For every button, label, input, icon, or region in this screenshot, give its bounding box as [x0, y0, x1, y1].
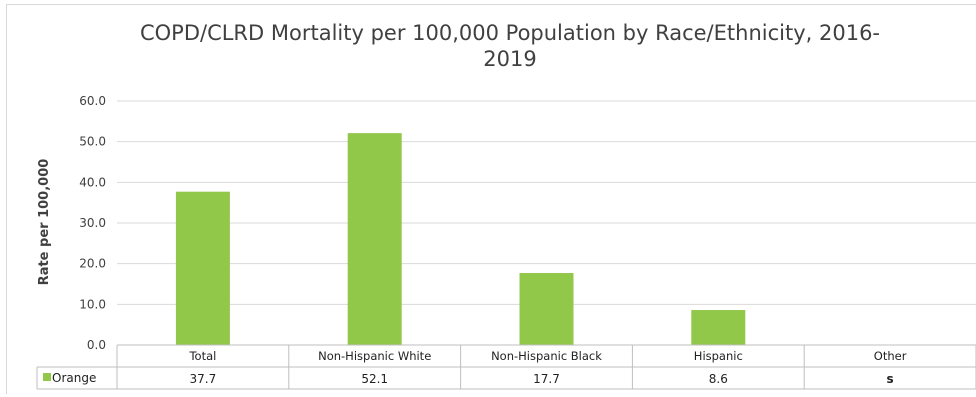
bar — [691, 310, 746, 345]
y-tick-label: 60.0 — [79, 94, 106, 108]
category-label: Non-Hispanic White — [318, 349, 431, 363]
table-value: 52.1 — [361, 372, 388, 386]
y-tick-label: 30.0 — [79, 216, 106, 230]
table-value: 8.6 — [709, 372, 728, 386]
bar — [347, 133, 402, 345]
bars — [175, 133, 746, 345]
bar — [519, 273, 574, 345]
y-tick-label: 10.0 — [79, 297, 106, 311]
y-axis-ticks: 0.0 10.0 20.0 30.0 40.0 50.0 60.0 — [79, 94, 106, 352]
y-axis-label: Rate per 100,000 — [37, 159, 52, 286]
gridlines — [117, 100, 976, 346]
chart-frame — [6, 4, 976, 394]
category-label: Other — [874, 349, 907, 363]
bar — [175, 191, 230, 345]
y-tick-label: 50.0 — [79, 135, 106, 149]
legend-swatch — [43, 373, 51, 381]
table-value: s — [887, 372, 894, 386]
chart-title: COPD/CLRD Mortality per 100,000 Populati… — [139, 21, 881, 71]
data-table: Total Non-Hispanic White Non-Hispanic Blac… — [36, 344, 976, 390]
legend-label: Orange — [52, 371, 96, 385]
category-label: Total — [188, 349, 216, 363]
table-value: 37.7 — [190, 372, 217, 386]
table-value: 17.7 — [533, 372, 560, 386]
category-label: Non-Hispanic Black — [491, 349, 602, 363]
y-tick-label: 0.0 — [87, 338, 106, 352]
category-label: Hispanic — [694, 349, 743, 363]
y-tick-label: 20.0 — [79, 257, 106, 271]
y-tick-label: 40.0 — [79, 175, 106, 189]
